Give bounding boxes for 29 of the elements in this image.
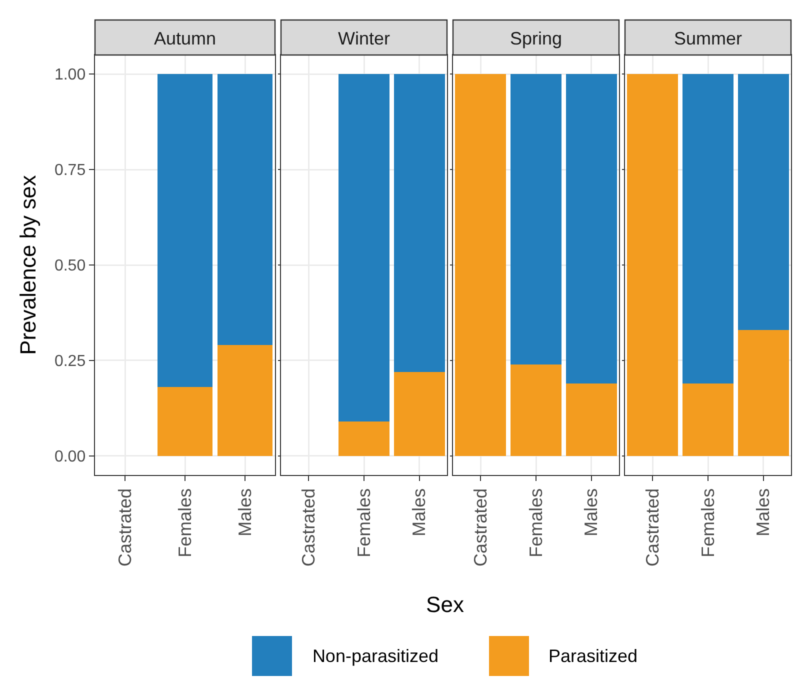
x-axis-title: Sex [425, 592, 465, 618]
x-tick-label: Castrated [470, 488, 491, 566]
bar [157, 387, 213, 456]
chart-title: Autumn [154, 28, 216, 48]
y-tick-label: 0.50 [54, 258, 86, 275]
y-tick-label: 1.00 [54, 66, 86, 84]
bar [157, 74, 213, 388]
chart-title: Winter [338, 28, 390, 48]
x-tick-label: Castrated [642, 488, 663, 566]
legend-label: Parasitized [548, 646, 638, 666]
y-tick-label: 0.75 [54, 162, 86, 180]
x-tick-label: Females [174, 488, 195, 558]
x-tick-label: Males [234, 488, 255, 536]
y-tick-label: 0.25 [54, 353, 86, 370]
x-tick-label: Females [526, 488, 546, 558]
x-tick-label: Males [409, 488, 430, 536]
chart-title: Summer [674, 28, 742, 48]
bar [217, 345, 273, 456]
chart-title: Spring [510, 28, 562, 48]
x-tick-label: Females [354, 488, 374, 558]
y-tick-label: 0.00 [54, 448, 86, 466]
bar [217, 74, 273, 346]
x-tick-label: Males [753, 488, 774, 536]
y-axis-title: Prevalence by sex [15, 175, 40, 355]
x-tick-label: Females [698, 488, 718, 558]
x-tick-label: Castrated [114, 488, 135, 566]
legend-label: Non-parasitized [312, 646, 438, 666]
x-tick-label: Males [581, 488, 602, 536]
x-tick-label: Castrated [298, 488, 319, 566]
